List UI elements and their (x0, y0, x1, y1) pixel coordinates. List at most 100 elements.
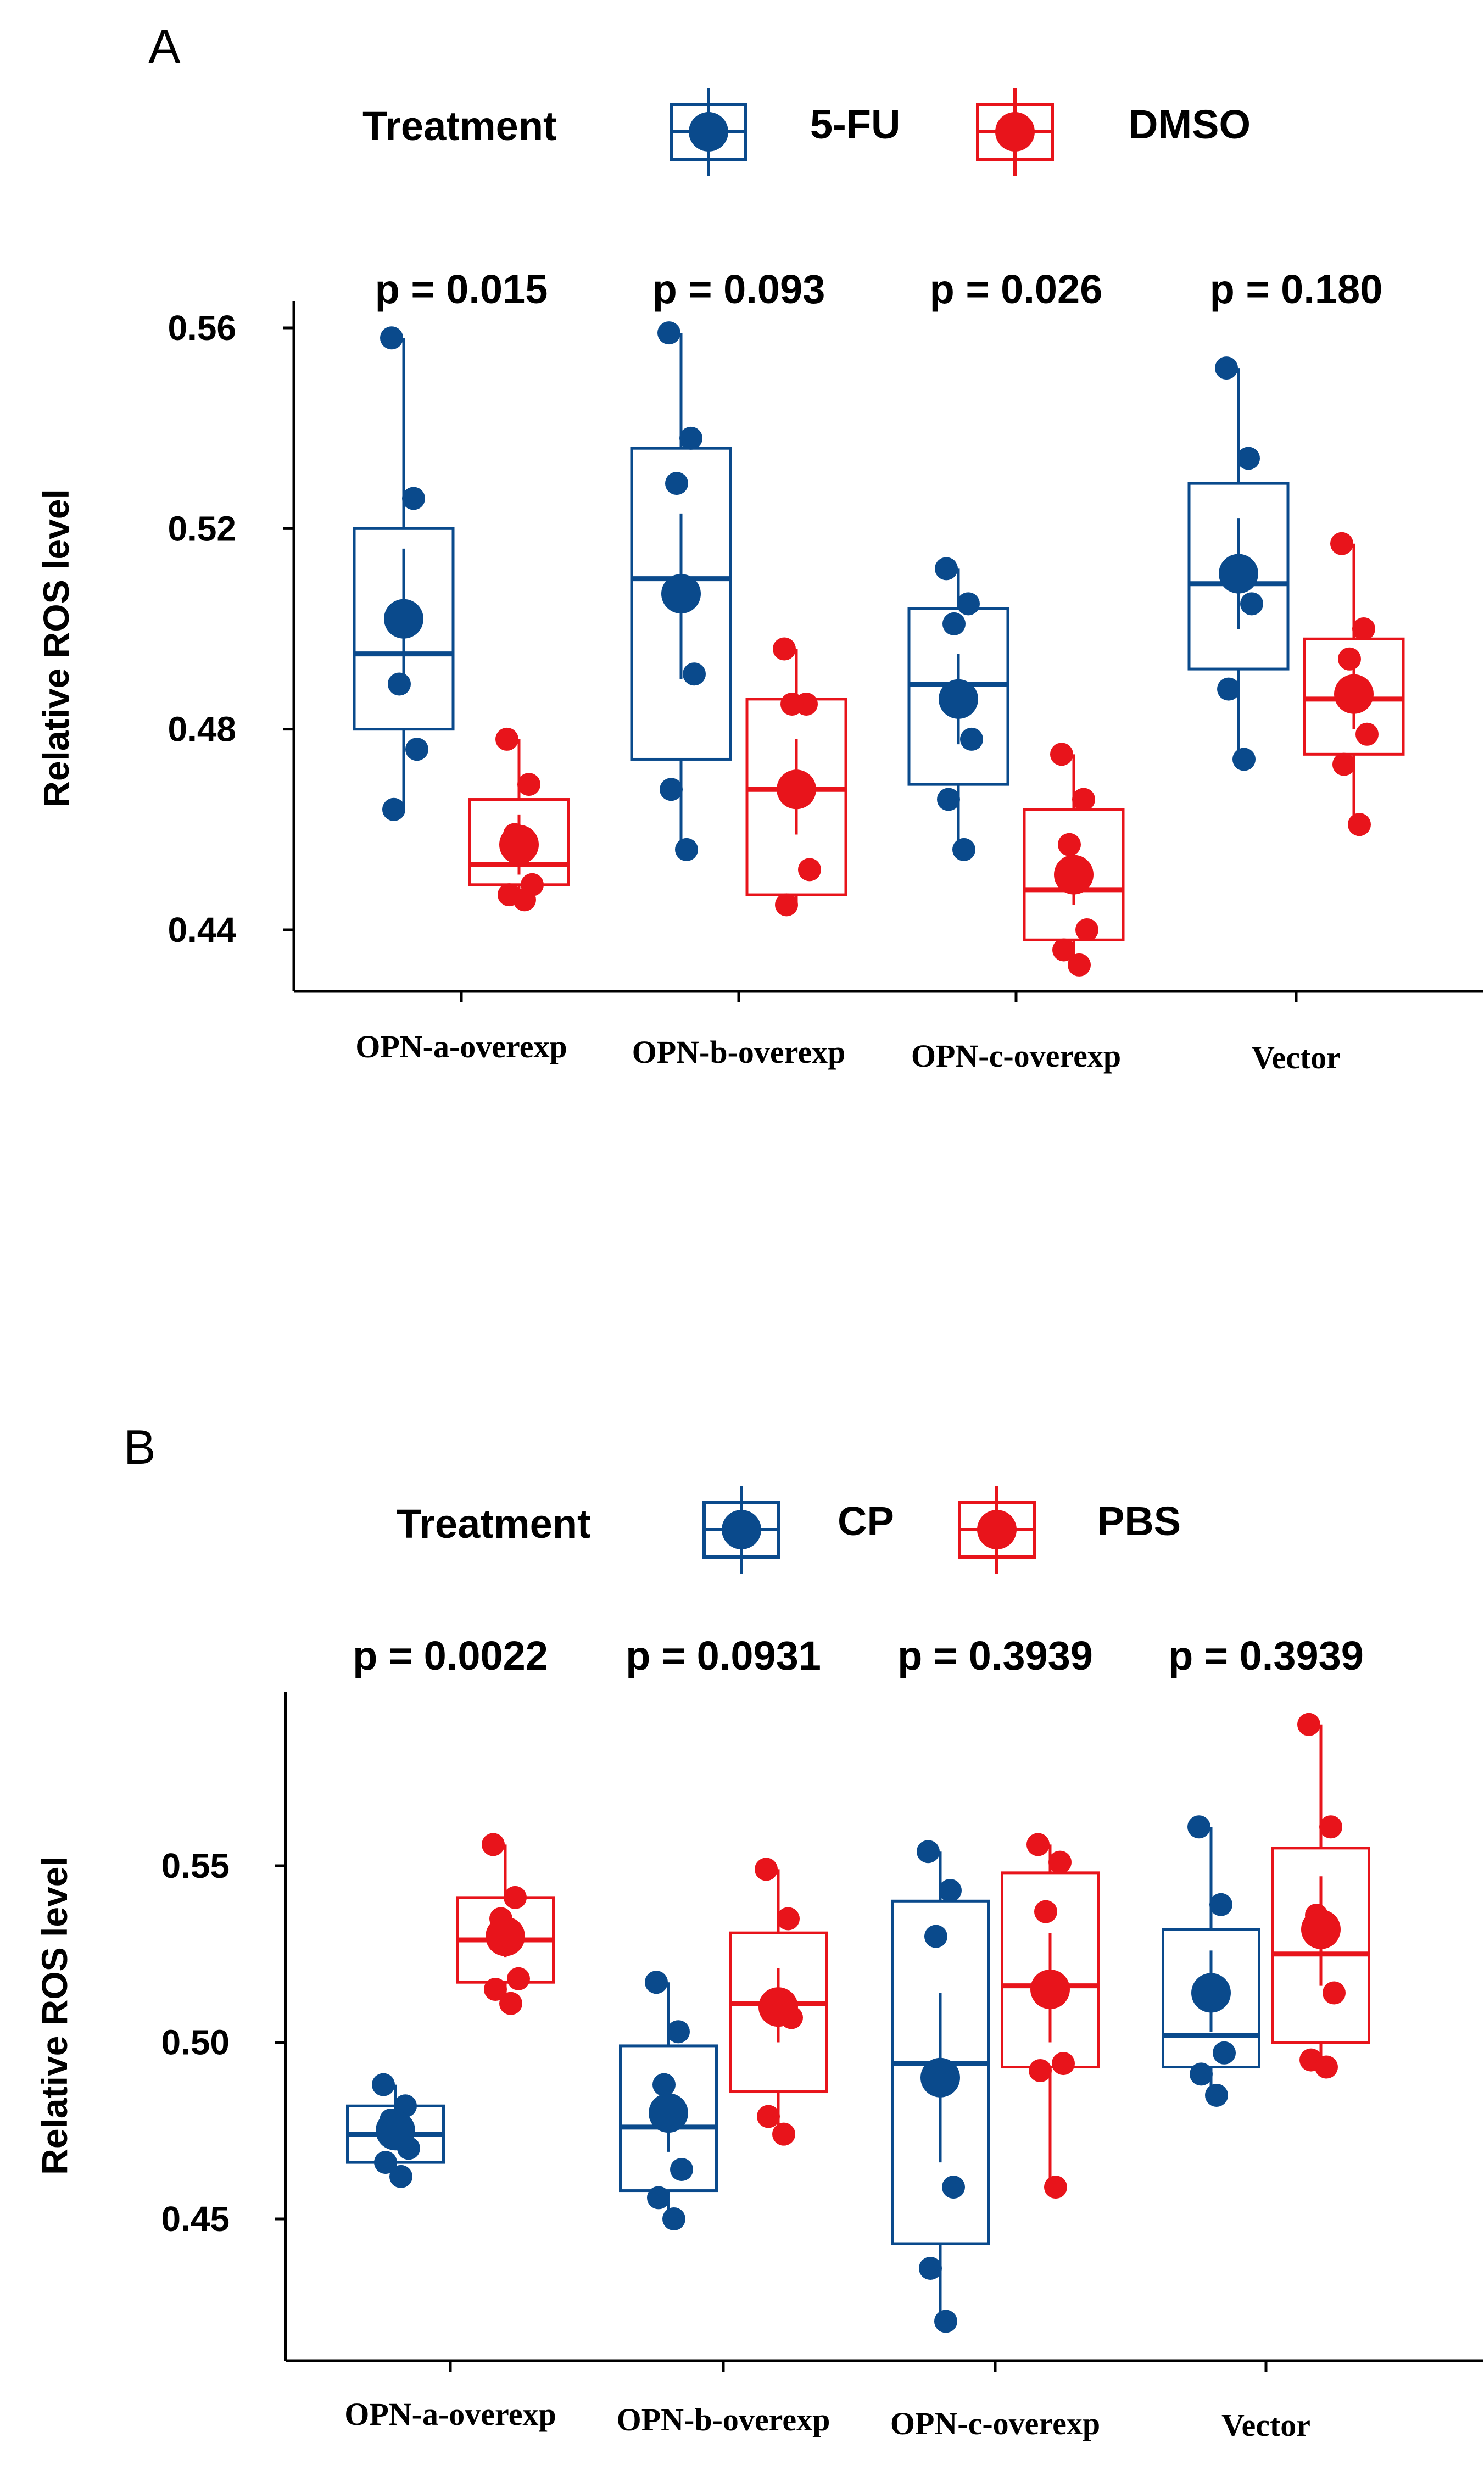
legend: Treatment CP PBS (397, 1486, 1181, 1574)
mean-point (1301, 1909, 1341, 1949)
x-tick-label: Vector (1221, 2407, 1310, 2443)
mean-point (939, 679, 978, 719)
y-tick-label: 0.52 (168, 509, 236, 548)
y-tick-label: 0.45 (161, 2199, 230, 2239)
y-tick-label: 0.55 (161, 1846, 230, 1886)
data-point (935, 557, 958, 581)
box-iqr (619, 2044, 718, 2193)
p-value-label: p = 0.180 (1210, 266, 1383, 312)
data-point (1297, 1713, 1320, 1736)
data-point (934, 2310, 957, 2333)
p-value-label: p = 0.015 (375, 266, 548, 312)
mean-point (920, 2057, 960, 2098)
p-value-label: p = 0.093 (652, 266, 825, 312)
data-point (1026, 1833, 1050, 1856)
box-plot-group (1271, 1713, 1370, 2079)
panel-letter: B (124, 1420, 156, 1474)
box-plot-group (1303, 532, 1405, 836)
legend-key-cp-icon (702, 1486, 780, 1574)
mean-point (777, 769, 816, 810)
box-iqr (468, 798, 570, 886)
data-point (517, 773, 540, 796)
p-value-label: p = 0.026 (930, 266, 1103, 312)
data-point (917, 1840, 940, 1864)
y-axis-label: Relative ROS level (34, 1856, 75, 2175)
mean-point (376, 2111, 415, 2151)
legend-label-5fu: 5-FU (810, 102, 900, 147)
data-point (499, 1992, 522, 2015)
data-point (1068, 953, 1091, 977)
data-point (952, 838, 975, 861)
data-point (504, 1886, 527, 1909)
data-point (1348, 813, 1371, 836)
box-plot-group (468, 727, 570, 912)
x-tick-label: OPN-a-overexp (344, 2396, 556, 2432)
mean-point (486, 1916, 525, 1956)
box-plot-group (346, 2073, 445, 2188)
data-point (484, 1978, 507, 2001)
box-plot-group (1187, 356, 1290, 771)
data-point (1072, 788, 1095, 811)
data-point (1029, 2059, 1052, 2082)
mean-point (384, 599, 423, 639)
data-point (1213, 2041, 1236, 2065)
data-point (1044, 2176, 1067, 2199)
panel-b: B Treatment CP PBS p = 0.0022 p = 0.0931… (34, 1420, 1483, 2443)
mean-point (1334, 674, 1374, 714)
data-point (374, 2151, 397, 2174)
data-point (1209, 1893, 1232, 1916)
panel-letter: A (148, 19, 181, 74)
data-point (652, 2073, 676, 2096)
data-point (388, 672, 411, 696)
mean-point (649, 2093, 688, 2133)
data-point (382, 797, 405, 821)
box-iqr (1023, 808, 1125, 941)
data-point (775, 893, 798, 917)
box-plot-group (745, 637, 847, 917)
data-point (1052, 2052, 1075, 2076)
series-cp (346, 1815, 1260, 2333)
data-point (919, 2257, 942, 2280)
data-point (1217, 677, 1240, 701)
x-tick-label: OPN-c-overexp (911, 1038, 1121, 1074)
box-iqr (353, 527, 455, 731)
box-iqr (891, 1899, 990, 2245)
legend-label-pbs: PBS (1097, 1498, 1181, 1544)
p-value-label: p = 0.3939 (897, 1633, 1093, 1678)
data-point (755, 1858, 778, 1881)
data-point (1315, 2055, 1338, 2079)
data-point (1319, 1815, 1342, 1839)
data-point (1240, 592, 1263, 616)
box-plot-group (353, 326, 455, 821)
data-point (675, 838, 698, 861)
y-tick-label: 0.44 (168, 910, 236, 950)
data-point (389, 2165, 412, 2188)
legend-label-cp: CP (838, 1498, 894, 1544)
data-point (780, 693, 804, 716)
data-point (1075, 918, 1098, 941)
data-point (405, 738, 428, 761)
legend-key-pbs-icon (958, 1486, 1036, 1574)
data-point (1034, 1900, 1057, 1923)
x-tick-label: Vector (1252, 1040, 1341, 1075)
data-point (1332, 752, 1355, 776)
mean-point (758, 1987, 798, 2027)
data-point (960, 727, 983, 751)
data-point (772, 2122, 795, 2146)
x-tick-labels: OPN-a-overexp OPN-b-overexp OPN-c-overex… (355, 1029, 1341, 1075)
data-point (942, 612, 966, 635)
box-iqr (1187, 482, 1290, 671)
x-tick-label: OPN-b-overexp (632, 1034, 846, 1070)
data-point (482, 1833, 505, 1856)
data-point (757, 2105, 780, 2128)
x-tick-labels: OPN-a-overexp OPN-b-overexp OPN-c-overex… (344, 2396, 1310, 2443)
data-point (670, 2157, 693, 2181)
x-tick-label: OPN-a-overexp (355, 1029, 567, 1064)
data-point (1187, 1815, 1210, 1839)
data-point (665, 472, 688, 495)
box-iqr (630, 447, 732, 761)
data-point (1052, 938, 1075, 962)
mean-point (1054, 855, 1094, 895)
data-point (380, 326, 403, 350)
